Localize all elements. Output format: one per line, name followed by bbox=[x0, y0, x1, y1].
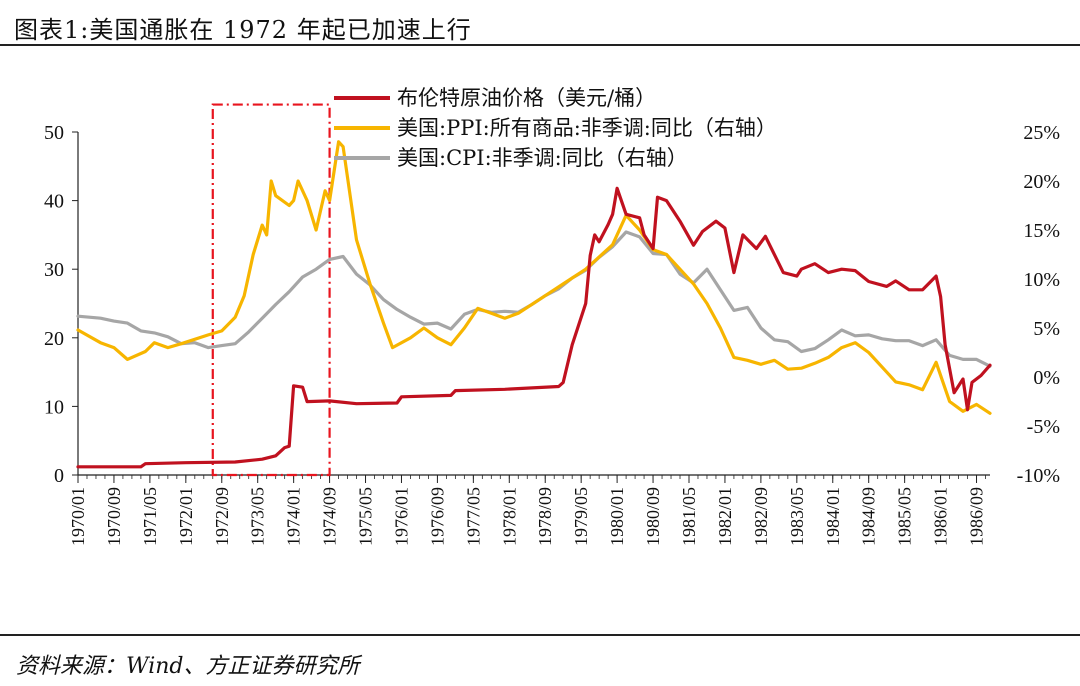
left-tick-label: 50 bbox=[44, 122, 64, 144]
x-tick-label: 1981/05 bbox=[679, 487, 699, 546]
left-tick-label: 40 bbox=[44, 191, 64, 213]
x-tick-label: 1976/01 bbox=[391, 487, 411, 546]
series-line-1 bbox=[76, 186, 992, 469]
right-tick-label: 5% bbox=[1033, 318, 1060, 340]
left-tick-label: 20 bbox=[44, 328, 64, 350]
x-tick-label: 1970/01 bbox=[68, 487, 88, 546]
x-tick-label: 1972/01 bbox=[176, 487, 196, 546]
axes: 0 10 20 30 40 50 -10% -5% 0% 5% 10% 15% 20% 25% 1970/0… bbox=[44, 122, 1060, 546]
x-tick-label: 1975/05 bbox=[356, 487, 376, 546]
series-line-2 bbox=[76, 140, 992, 415]
x-tick-label: 1979/05 bbox=[571, 487, 591, 546]
title-underline bbox=[0, 44, 1080, 46]
x-tick-label: 1983/05 bbox=[787, 487, 807, 546]
x-tick-label: 1972/09 bbox=[212, 487, 232, 546]
x-tick-label: 1977/05 bbox=[463, 487, 483, 546]
x-tick-label: 1985/05 bbox=[895, 487, 915, 546]
legend-label-1: 布伦特原油价格（美元/桶） bbox=[397, 86, 656, 110]
left-tick-label: 10 bbox=[44, 396, 64, 418]
right-tick-label: 20% bbox=[1023, 171, 1060, 193]
x-tick-label: 1978/01 bbox=[499, 487, 519, 546]
x-tick-label: 1980/01 bbox=[607, 487, 627, 546]
legend-label-2: 美国:PPI:所有商品:非季调:同比（右轴） bbox=[397, 116, 777, 140]
left-tick-label: 0 bbox=[54, 465, 64, 487]
right-tick-label: 0% bbox=[1033, 367, 1060, 389]
series-lines bbox=[76, 140, 992, 469]
chart-canvas: 0 10 20 30 40 50 -10% -5% 0% 5% 10% 15% 20% 25% 1970/0… bbox=[44, 86, 1060, 546]
x-tick-label: 1974/09 bbox=[320, 487, 340, 546]
left-tick-label: 30 bbox=[44, 259, 64, 281]
x-tick-label: 1984/09 bbox=[859, 487, 879, 546]
highlight-box-rect bbox=[211, 103, 331, 477]
x-tick-label: 1976/09 bbox=[427, 487, 447, 546]
x-tick-label: 1974/01 bbox=[284, 487, 304, 546]
legend-label-3: 美国:CPI:非季调:同比（右轴） bbox=[397, 146, 688, 170]
x-tick-label: 1970/09 bbox=[104, 487, 124, 546]
x-tick-label: 1982/09 bbox=[751, 487, 771, 546]
legend: 布伦特原油价格（美元/桶） 美国:PPI:所有商品:非季调:同比（右轴） 美国:CP… bbox=[334, 86, 777, 170]
right-tick-label: 25% bbox=[1023, 122, 1060, 144]
x-tick-label: 1973/05 bbox=[248, 487, 268, 546]
right-tick-label: -5% bbox=[1027, 416, 1060, 438]
source-note: 资料来源：Wind、方正证券研究所 bbox=[16, 654, 360, 679]
x-tick-label: 1982/01 bbox=[715, 487, 735, 546]
footer-rule bbox=[0, 634, 1080, 636]
x-tick-label: 1978/09 bbox=[535, 487, 555, 546]
right-tick-label: 10% bbox=[1023, 269, 1060, 291]
x-tick-label: 1980/09 bbox=[643, 487, 663, 546]
x-tick-label: 1986/09 bbox=[967, 487, 987, 546]
x-tick-label: 1984/01 bbox=[823, 487, 843, 546]
highlight-box bbox=[211, 103, 331, 477]
chart-title: 图表1:美国通胀在 1972 年起已加速上行 bbox=[14, 16, 472, 44]
x-tick-label: 1986/01 bbox=[931, 487, 951, 546]
right-tick-label: 15% bbox=[1023, 220, 1060, 242]
series-line-3 bbox=[76, 230, 992, 368]
x-tick-label: 1971/05 bbox=[140, 487, 160, 546]
right-tick-label: -10% bbox=[1017, 465, 1060, 487]
